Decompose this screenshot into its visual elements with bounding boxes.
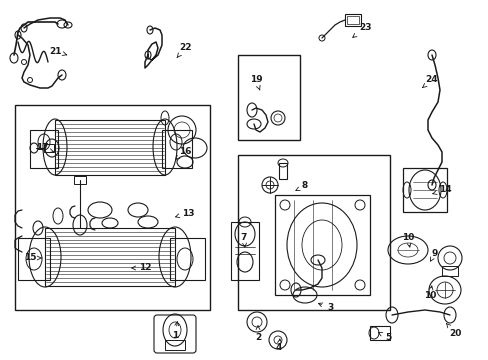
Bar: [74, 176, 86, 184]
Bar: [18, 238, 50, 280]
Text: 15: 15: [24, 253, 42, 262]
Text: 22: 22: [177, 44, 191, 58]
Bar: [164, 340, 184, 350]
Bar: [15, 105, 209, 310]
Bar: [238, 55, 299, 140]
Text: 1: 1: [171, 321, 178, 341]
Text: 5: 5: [378, 332, 390, 342]
Bar: [170, 238, 204, 280]
Text: 2: 2: [254, 326, 261, 342]
Text: 13: 13: [175, 208, 194, 217]
Text: 20: 20: [446, 324, 460, 338]
Bar: [162, 130, 192, 168]
Bar: [44, 144, 54, 152]
Bar: [45, 228, 175, 286]
Bar: [441, 266, 457, 276]
Text: 16: 16: [175, 147, 191, 159]
Bar: [274, 195, 369, 295]
Bar: [30, 130, 58, 168]
Text: 17: 17: [36, 144, 54, 153]
Text: 14: 14: [432, 185, 450, 194]
Bar: [346, 16, 358, 24]
Bar: [369, 326, 389, 340]
Text: 23: 23: [352, 23, 370, 37]
Text: 19: 19: [249, 76, 262, 90]
Bar: [230, 222, 259, 280]
Bar: [345, 14, 360, 26]
Text: 10: 10: [423, 286, 435, 300]
Text: 10: 10: [401, 234, 413, 247]
Bar: [279, 163, 286, 179]
Bar: [402, 168, 446, 212]
Bar: [55, 120, 164, 175]
Text: 21: 21: [49, 46, 67, 55]
Text: 7: 7: [240, 234, 246, 247]
Text: 12: 12: [131, 264, 151, 273]
Text: 4: 4: [275, 339, 282, 352]
Text: 8: 8: [295, 181, 307, 190]
Text: 24: 24: [422, 76, 437, 87]
Text: 9: 9: [429, 248, 437, 261]
Text: 3: 3: [318, 303, 332, 312]
Bar: [238, 155, 389, 310]
